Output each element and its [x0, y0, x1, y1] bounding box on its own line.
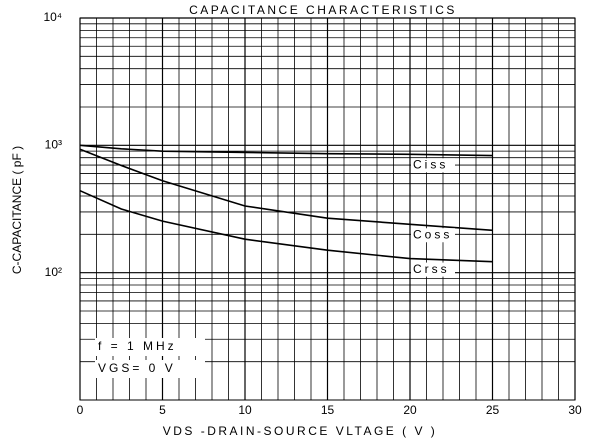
series-label-bg: [411, 158, 455, 173]
series-label: Ciss: [413, 157, 448, 171]
chart-title: CAPACITANCE CHARACTERISTICS: [189, 3, 457, 17]
annotation-bg: [95, 338, 205, 356]
x-tick-label: 10: [238, 403, 252, 417]
x-tick-label: 25: [486, 403, 500, 417]
annotation: VGS= 0 V: [98, 361, 176, 375]
x-tick-label: 20: [403, 403, 417, 417]
y-tick-label: 10²: [45, 265, 62, 279]
y-axis-label: C-CAPACITANCE ( pF ): [10, 146, 24, 274]
series-label-bg: [411, 262, 455, 277]
annotation: f = 1 MHz: [98, 339, 177, 353]
series-line: [79, 189, 493, 263]
x-axis-label: VDS -DRAIN-SOURCE VLTAGE ( V ): [163, 424, 438, 438]
series-label-bg: [411, 228, 455, 243]
y-tick-label: 10⁴: [43, 10, 62, 24]
x-tick-label: 5: [159, 403, 166, 417]
x-tick-label: 15: [321, 403, 335, 417]
series-line: [79, 144, 493, 157]
y-tick-label: 10³: [45, 138, 62, 152]
series-label: Coss: [413, 227, 452, 241]
series-label: Crss: [413, 262, 450, 276]
x-tick-label: 0: [77, 403, 84, 417]
annotation-bg: [95, 360, 205, 378]
series-line: [79, 148, 493, 232]
x-tick-label: 30: [568, 403, 582, 417]
